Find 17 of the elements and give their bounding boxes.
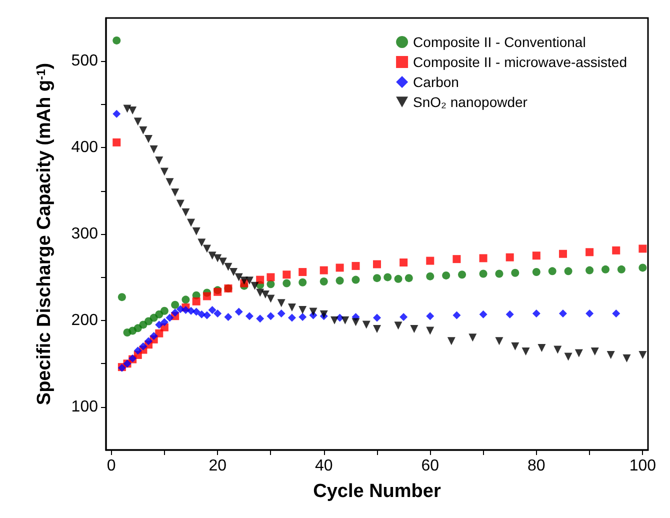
y-tick-label: 200 bbox=[71, 312, 98, 329]
x-axis-title: Cycle Number bbox=[313, 481, 442, 502]
y-axis-title: Specific Discharge Capacity (mAh g-1) bbox=[34, 62, 55, 406]
x-tick-label: 20 bbox=[208, 458, 227, 474]
legend-label: Composite II - microwave-assisted bbox=[413, 54, 627, 70]
legend-label: Carbon bbox=[413, 74, 459, 90]
x-tick-label: 100 bbox=[629, 458, 656, 474]
x-tick-label: 0 bbox=[106, 458, 116, 474]
x-tick-label: 40 bbox=[314, 458, 333, 474]
y-tick-label: 300 bbox=[71, 226, 98, 242]
y-tick-label: 500 bbox=[71, 52, 98, 70]
y-tick-label: 400 bbox=[71, 139, 98, 156]
y-tick-label: 100 bbox=[71, 398, 98, 416]
legend-label: SnO₂ nanopowder bbox=[413, 94, 528, 110]
x-tick-label: 80 bbox=[528, 458, 546, 474]
x-tick-label: 60 bbox=[421, 458, 440, 474]
legend-label: Composite II - Conventional bbox=[413, 34, 586, 50]
